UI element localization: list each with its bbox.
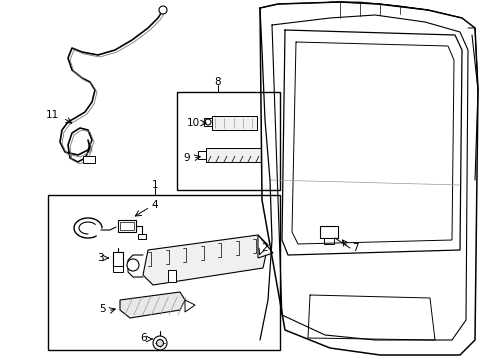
- Text: 1: 1: [151, 180, 158, 190]
- Bar: [205, 148, 261, 162]
- Circle shape: [159, 6, 167, 14]
- Bar: [113, 252, 123, 268]
- Bar: [83, 156, 95, 163]
- Text: 3: 3: [97, 253, 103, 263]
- Bar: [113, 266, 123, 272]
- Polygon shape: [258, 235, 272, 258]
- Polygon shape: [184, 300, 195, 312]
- Text: 9: 9: [183, 153, 190, 163]
- Text: 11: 11: [45, 110, 59, 120]
- Bar: [198, 151, 205, 159]
- Text: 5: 5: [100, 304, 106, 314]
- Bar: [48, 195, 280, 350]
- Polygon shape: [142, 235, 267, 285]
- Bar: [120, 222, 134, 230]
- Polygon shape: [120, 292, 184, 318]
- Bar: [138, 234, 146, 239]
- Text: 8: 8: [214, 77, 221, 87]
- Bar: [177, 92, 280, 190]
- Bar: [118, 220, 136, 232]
- Bar: [168, 270, 176, 282]
- Text: 2: 2: [261, 243, 268, 253]
- Text: 6: 6: [141, 333, 147, 343]
- Text: 4: 4: [151, 200, 158, 210]
- Bar: [319, 226, 337, 238]
- Circle shape: [153, 336, 167, 350]
- Bar: [203, 118, 212, 126]
- Circle shape: [204, 119, 210, 125]
- Text: 10: 10: [186, 118, 199, 128]
- Text: 7: 7: [351, 243, 358, 253]
- Bar: [212, 116, 257, 130]
- Circle shape: [156, 339, 163, 346]
- Circle shape: [127, 259, 139, 271]
- Bar: [324, 238, 333, 244]
